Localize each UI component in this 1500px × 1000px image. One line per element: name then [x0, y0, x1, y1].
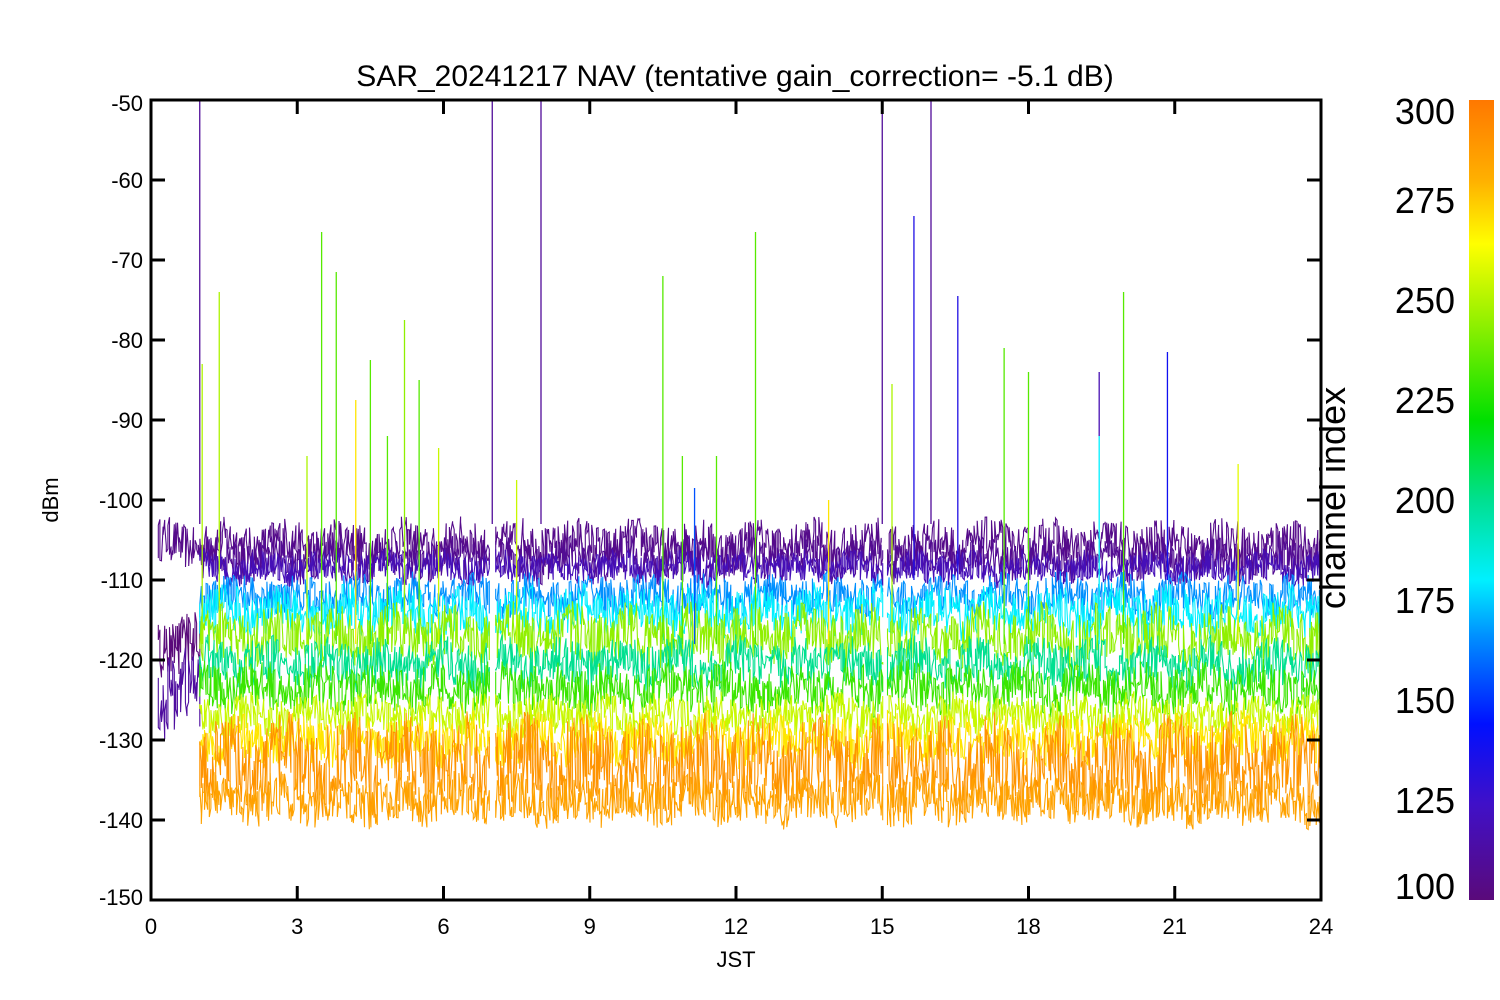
colorbar-ticks: 300 275 250 225 200 175 150 125 100 [1395, 91, 1455, 907]
y-tick-label: -60 [111, 168, 143, 193]
y-axis-label: dBm [38, 477, 63, 522]
x-tick-label: 21 [1163, 914, 1187, 939]
colorbar-label: channel index [1312, 387, 1353, 609]
y-tick-label: -110 [101, 568, 143, 593]
y-tick-label: -100 [99, 488, 143, 513]
colorbar-tick-label: 300 [1395, 91, 1455, 132]
noise-band-285 [199, 770, 1321, 831]
y-tick-label: -130 [99, 728, 143, 753]
colorbar-tick-label: 175 [1395, 580, 1455, 621]
noise-band-120 [199, 548, 1321, 589]
chart-title: SAR_20241217 NAV (tentative gain_correct… [356, 60, 1113, 93]
y-tick-label: -140 [99, 808, 143, 833]
y-tick-label: -150 [99, 885, 143, 910]
y-tick-label: -50 [111, 91, 143, 116]
plot-area [157, 100, 1321, 831]
axes: 0 3 6 9 12 15 18 21 24 -50 -60 -70 -80 -90 -100 -110 -12… [99, 91, 1333, 939]
colorbar-tick-label: 225 [1395, 380, 1455, 421]
noise-band-230 [199, 658, 1321, 719]
noise-band-100 [157, 612, 201, 678]
x-tick-label: 24 [1309, 914, 1333, 939]
colorbar [1469, 100, 1494, 900]
colorbar-tick-label: 250 [1395, 280, 1455, 321]
x-axis-label: JST [716, 947, 755, 972]
colorbar-tick-label: 200 [1395, 480, 1455, 521]
x-tick-label: 12 [724, 914, 748, 939]
x-tick-label: 0 [145, 914, 157, 939]
y-tick-label: -70 [111, 248, 143, 273]
colorbar-tick-label: 275 [1395, 180, 1455, 221]
y-tick-label: -90 [111, 408, 143, 433]
colorbar-tick-label: 125 [1395, 780, 1455, 821]
x-tick-label: 18 [1016, 914, 1040, 939]
x-tick-label: 15 [870, 914, 894, 939]
x-tick-label: 9 [584, 914, 596, 939]
colorbar-tick-label: 150 [1395, 680, 1455, 721]
y-tick-label: -80 [111, 328, 143, 353]
noise-band-112 [157, 647, 201, 740]
x-tick-label: 6 [437, 914, 449, 939]
y-tick-label: -120 [99, 648, 143, 673]
x-tick-label: 3 [291, 914, 303, 939]
colorbar-tick-label: 100 [1395, 866, 1455, 907]
